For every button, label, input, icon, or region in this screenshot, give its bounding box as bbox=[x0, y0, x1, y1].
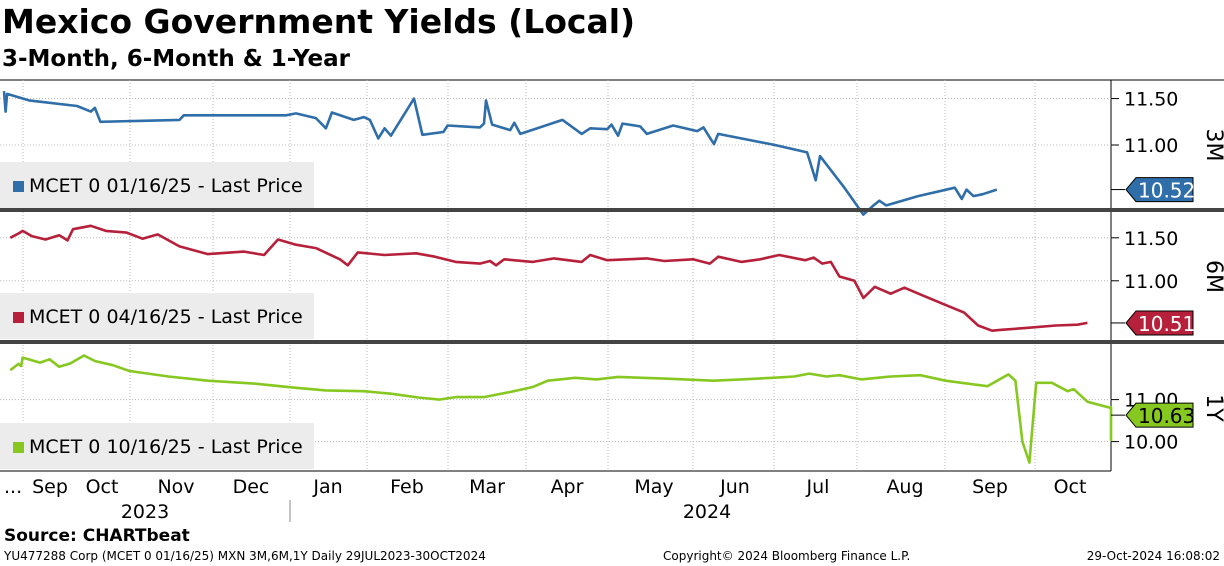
x-tick-label: Jan bbox=[312, 476, 342, 498]
legend-label: MCET 0 01/16/25 - Last Price bbox=[29, 175, 303, 197]
x-tick-label: Aug bbox=[886, 476, 923, 498]
last-value-tag bbox=[1125, 402, 1194, 428]
panel-axis-label: 6M bbox=[1201, 260, 1224, 293]
chart-subtitle: 3-Month, 6-Month & 1-Year bbox=[2, 46, 350, 72]
y-tick-label: 11.00 bbox=[1124, 135, 1178, 157]
series-line bbox=[2, 90, 998, 216]
x-tick-label: Oct bbox=[86, 476, 119, 498]
y-tick-label: 11.00 bbox=[1124, 271, 1178, 293]
x-year-label: 2023 bbox=[121, 501, 169, 523]
last-value-label: 10.63 bbox=[1138, 404, 1195, 428]
panel-separator bbox=[0, 208, 1224, 212]
legend-swatch bbox=[13, 312, 24, 323]
x-tick-label: Feb bbox=[390, 476, 424, 498]
source-label: Source: CHARTbeat bbox=[4, 526, 190, 546]
legend-label: MCET 0 04/16/25 - Last Price bbox=[29, 306, 303, 328]
x-tick-label: Oct bbox=[1054, 476, 1087, 498]
x-tick-label: May bbox=[634, 476, 673, 498]
legend-swatch bbox=[13, 181, 24, 192]
panel-separator bbox=[0, 340, 1224, 344]
x-tick-label: Mar bbox=[469, 476, 505, 498]
footer-timestamp: 29-Oct-2024 16:08:02 bbox=[1086, 549, 1220, 563]
x-tick-label: Sep bbox=[972, 476, 1008, 498]
x-tick-label: ... bbox=[4, 476, 22, 498]
panel-axis-label: 1Y bbox=[1201, 394, 1224, 422]
footer-copyright: Copyright© 2024 Bloomberg Finance L.P. bbox=[663, 549, 911, 563]
x-tick-label: Nov bbox=[157, 476, 194, 498]
last-value-tag bbox=[1125, 310, 1194, 336]
x-year-label: 2024 bbox=[683, 501, 731, 523]
last-value-label: 10.51 bbox=[1138, 312, 1195, 336]
x-tick-label: Apr bbox=[551, 476, 584, 498]
x-tick-label: Jun bbox=[719, 476, 750, 498]
legend-box bbox=[0, 423, 314, 469]
x-tick-label: Dec bbox=[233, 476, 270, 498]
legend-box bbox=[0, 293, 314, 339]
y-tick-label: 11.50 bbox=[1124, 228, 1178, 250]
last-value-label: 10.52 bbox=[1138, 179, 1195, 203]
panel-axis-label: 3M bbox=[1201, 129, 1224, 162]
chart-title: Mexico Government Yields (Local) bbox=[2, 2, 636, 41]
x-tick-label: Jul bbox=[806, 476, 830, 498]
footer-security-info: YU477288 Corp (MCET 0 01/16/25) MXN 3M,6… bbox=[4, 549, 486, 563]
legend-swatch bbox=[13, 442, 24, 453]
legend-box bbox=[0, 162, 314, 208]
x-tick-label: Sep bbox=[32, 476, 68, 498]
y-tick-label: 10.00 bbox=[1124, 432, 1178, 454]
series-line bbox=[9, 224, 1088, 333]
last-value-tag bbox=[1125, 177, 1194, 203]
legend-label: MCET 0 10/16/25 - Last Price bbox=[29, 436, 303, 458]
y-tick-label: 11.50 bbox=[1124, 89, 1178, 111]
